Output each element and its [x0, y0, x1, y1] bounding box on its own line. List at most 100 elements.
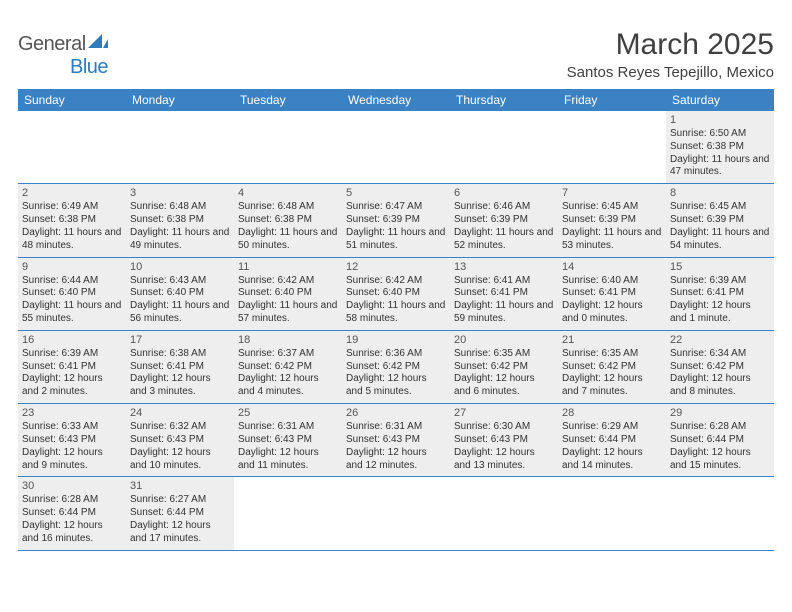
- day-number: 28: [562, 406, 662, 420]
- week-row: 30Sunrise: 6:28 AMSunset: 6:44 PMDayligh…: [18, 477, 774, 550]
- sunset-text: Sunset: 6:44 PM: [562, 434, 662, 447]
- daylight-text: Daylight: 11 hours and 49 minutes.: [130, 227, 230, 253]
- day-cell: 30Sunrise: 6:28 AMSunset: 6:44 PMDayligh…: [18, 477, 126, 549]
- day-number: 3: [130, 186, 230, 200]
- day-cell: 14Sunrise: 6:40 AMSunset: 6:41 PMDayligh…: [558, 258, 666, 330]
- daylight-text: Daylight: 12 hours and 8 minutes.: [670, 373, 770, 399]
- daylight-text: Daylight: 11 hours and 59 minutes.: [454, 300, 554, 326]
- sunrise-text: Sunrise: 6:46 AM: [454, 201, 554, 214]
- day-cell-empty: [234, 111, 342, 183]
- day-cell: 23Sunrise: 6:33 AMSunset: 6:43 PMDayligh…: [18, 404, 126, 476]
- sunset-text: Sunset: 6:44 PM: [670, 434, 770, 447]
- sunrise-text: Sunrise: 6:47 AM: [346, 201, 446, 214]
- day-number: 17: [130, 333, 230, 347]
- sunset-text: Sunset: 6:39 PM: [346, 214, 446, 227]
- sunset-text: Sunset: 6:44 PM: [22, 507, 122, 520]
- sunrise-text: Sunrise: 6:48 AM: [130, 201, 230, 214]
- day-number: 31: [130, 479, 230, 493]
- sunrise-text: Sunrise: 6:35 AM: [454, 348, 554, 361]
- daylight-text: Daylight: 11 hours and 52 minutes.: [454, 227, 554, 253]
- daylight-text: Daylight: 11 hours and 57 minutes.: [238, 300, 338, 326]
- daylight-text: Daylight: 11 hours and 54 minutes.: [670, 227, 770, 253]
- location-subtitle: Santos Reyes Tepejillo, Mexico: [567, 64, 774, 81]
- day-cell: 29Sunrise: 6:28 AMSunset: 6:44 PMDayligh…: [666, 404, 774, 476]
- daylight-text: Daylight: 12 hours and 6 minutes.: [454, 373, 554, 399]
- day-cell: 4Sunrise: 6:48 AMSunset: 6:38 PMDaylight…: [234, 184, 342, 256]
- daylight-text: Daylight: 12 hours and 9 minutes.: [22, 447, 122, 473]
- daylight-text: Daylight: 11 hours and 51 minutes.: [346, 227, 446, 253]
- day-cell: 21Sunrise: 6:35 AMSunset: 6:42 PMDayligh…: [558, 331, 666, 403]
- sunrise-text: Sunrise: 6:31 AM: [238, 421, 338, 434]
- day-number: 11: [238, 260, 338, 274]
- sunrise-text: Sunrise: 6:48 AM: [238, 201, 338, 214]
- sunset-text: Sunset: 6:43 PM: [454, 434, 554, 447]
- sunrise-text: Sunrise: 6:42 AM: [238, 275, 338, 288]
- sunset-text: Sunset: 6:41 PM: [454, 287, 554, 300]
- page-header: GeneralBlue March 2025 Santos Reyes Tepe…: [18, 28, 774, 81]
- month-title: March 2025: [567, 28, 774, 62]
- day-cell: 3Sunrise: 6:48 AMSunset: 6:38 PMDaylight…: [126, 184, 234, 256]
- daylight-text: Daylight: 12 hours and 11 minutes.: [238, 447, 338, 473]
- day-cell: 7Sunrise: 6:45 AMSunset: 6:39 PMDaylight…: [558, 184, 666, 256]
- day-cell-empty: [558, 111, 666, 183]
- day-cell-empty: [18, 111, 126, 183]
- daylight-text: Daylight: 12 hours and 2 minutes.: [22, 373, 122, 399]
- day-cell: 20Sunrise: 6:35 AMSunset: 6:42 PMDayligh…: [450, 331, 558, 403]
- week-row: 23Sunrise: 6:33 AMSunset: 6:43 PMDayligh…: [18, 404, 774, 477]
- day-number: 26: [346, 406, 446, 420]
- day-cell: 2Sunrise: 6:49 AMSunset: 6:38 PMDaylight…: [18, 184, 126, 256]
- week-row: 2Sunrise: 6:49 AMSunset: 6:38 PMDaylight…: [18, 184, 774, 257]
- day-cell-empty: [558, 477, 666, 549]
- sail-icon: [88, 32, 108, 48]
- week-row: 1Sunrise: 6:50 AMSunset: 6:38 PMDaylight…: [18, 111, 774, 184]
- day-cell-empty: [666, 477, 774, 549]
- daylight-text: Daylight: 12 hours and 1 minute.: [670, 300, 770, 326]
- day-number: 15: [670, 260, 770, 274]
- day-cell: 24Sunrise: 6:32 AMSunset: 6:43 PMDayligh…: [126, 404, 234, 476]
- sunrise-text: Sunrise: 6:30 AM: [454, 421, 554, 434]
- day-cell: 31Sunrise: 6:27 AMSunset: 6:44 PMDayligh…: [126, 477, 234, 549]
- daylight-text: Daylight: 11 hours and 50 minutes.: [238, 227, 338, 253]
- sunset-text: Sunset: 6:38 PM: [130, 214, 230, 227]
- day-number: 13: [454, 260, 554, 274]
- day-cell: 28Sunrise: 6:29 AMSunset: 6:44 PMDayligh…: [558, 404, 666, 476]
- weekday-header: Sunday: [18, 89, 126, 111]
- sunrise-text: Sunrise: 6:31 AM: [346, 421, 446, 434]
- day-number: 25: [238, 406, 338, 420]
- weekday-header-row: SundayMondayTuesdayWednesdayThursdayFrid…: [18, 89, 774, 111]
- day-cell: 11Sunrise: 6:42 AMSunset: 6:40 PMDayligh…: [234, 258, 342, 330]
- logo-text-general: General: [18, 33, 86, 55]
- daylight-text: Daylight: 12 hours and 12 minutes.: [346, 447, 446, 473]
- day-number: 2: [22, 186, 122, 200]
- sunset-text: Sunset: 6:42 PM: [238, 361, 338, 374]
- day-number: 9: [22, 260, 122, 274]
- day-number: 16: [22, 333, 122, 347]
- day-number: 23: [22, 406, 122, 420]
- daylight-text: Daylight: 12 hours and 0 minutes.: [562, 300, 662, 326]
- day-cell: 13Sunrise: 6:41 AMSunset: 6:41 PMDayligh…: [450, 258, 558, 330]
- day-cell: 19Sunrise: 6:36 AMSunset: 6:42 PMDayligh…: [342, 331, 450, 403]
- sunrise-text: Sunrise: 6:39 AM: [670, 275, 770, 288]
- day-cell: 5Sunrise: 6:47 AMSunset: 6:39 PMDaylight…: [342, 184, 450, 256]
- daylight-text: Daylight: 12 hours and 13 minutes.: [454, 447, 554, 473]
- daylight-text: Daylight: 12 hours and 15 minutes.: [670, 447, 770, 473]
- day-cell: 26Sunrise: 6:31 AMSunset: 6:43 PMDayligh…: [342, 404, 450, 476]
- title-block: March 2025 Santos Reyes Tepejillo, Mexic…: [567, 28, 774, 81]
- day-number: 29: [670, 406, 770, 420]
- sunrise-text: Sunrise: 6:35 AM: [562, 348, 662, 361]
- sunrise-text: Sunrise: 6:39 AM: [22, 348, 122, 361]
- weekday-header: Tuesday: [234, 89, 342, 111]
- day-number: 12: [346, 260, 446, 274]
- daylight-text: Daylight: 12 hours and 16 minutes.: [22, 520, 122, 546]
- day-number: 19: [346, 333, 446, 347]
- day-cell: 6Sunrise: 6:46 AMSunset: 6:39 PMDaylight…: [450, 184, 558, 256]
- day-cell-empty: [126, 111, 234, 183]
- sunrise-text: Sunrise: 6:37 AM: [238, 348, 338, 361]
- day-number: 6: [454, 186, 554, 200]
- sunrise-text: Sunrise: 6:44 AM: [22, 275, 122, 288]
- day-number: 8: [670, 186, 770, 200]
- day-cell-empty: [342, 477, 450, 549]
- daylight-text: Daylight: 11 hours and 47 minutes.: [670, 154, 770, 180]
- sunrise-text: Sunrise: 6:29 AM: [562, 421, 662, 434]
- sunset-text: Sunset: 6:40 PM: [346, 287, 446, 300]
